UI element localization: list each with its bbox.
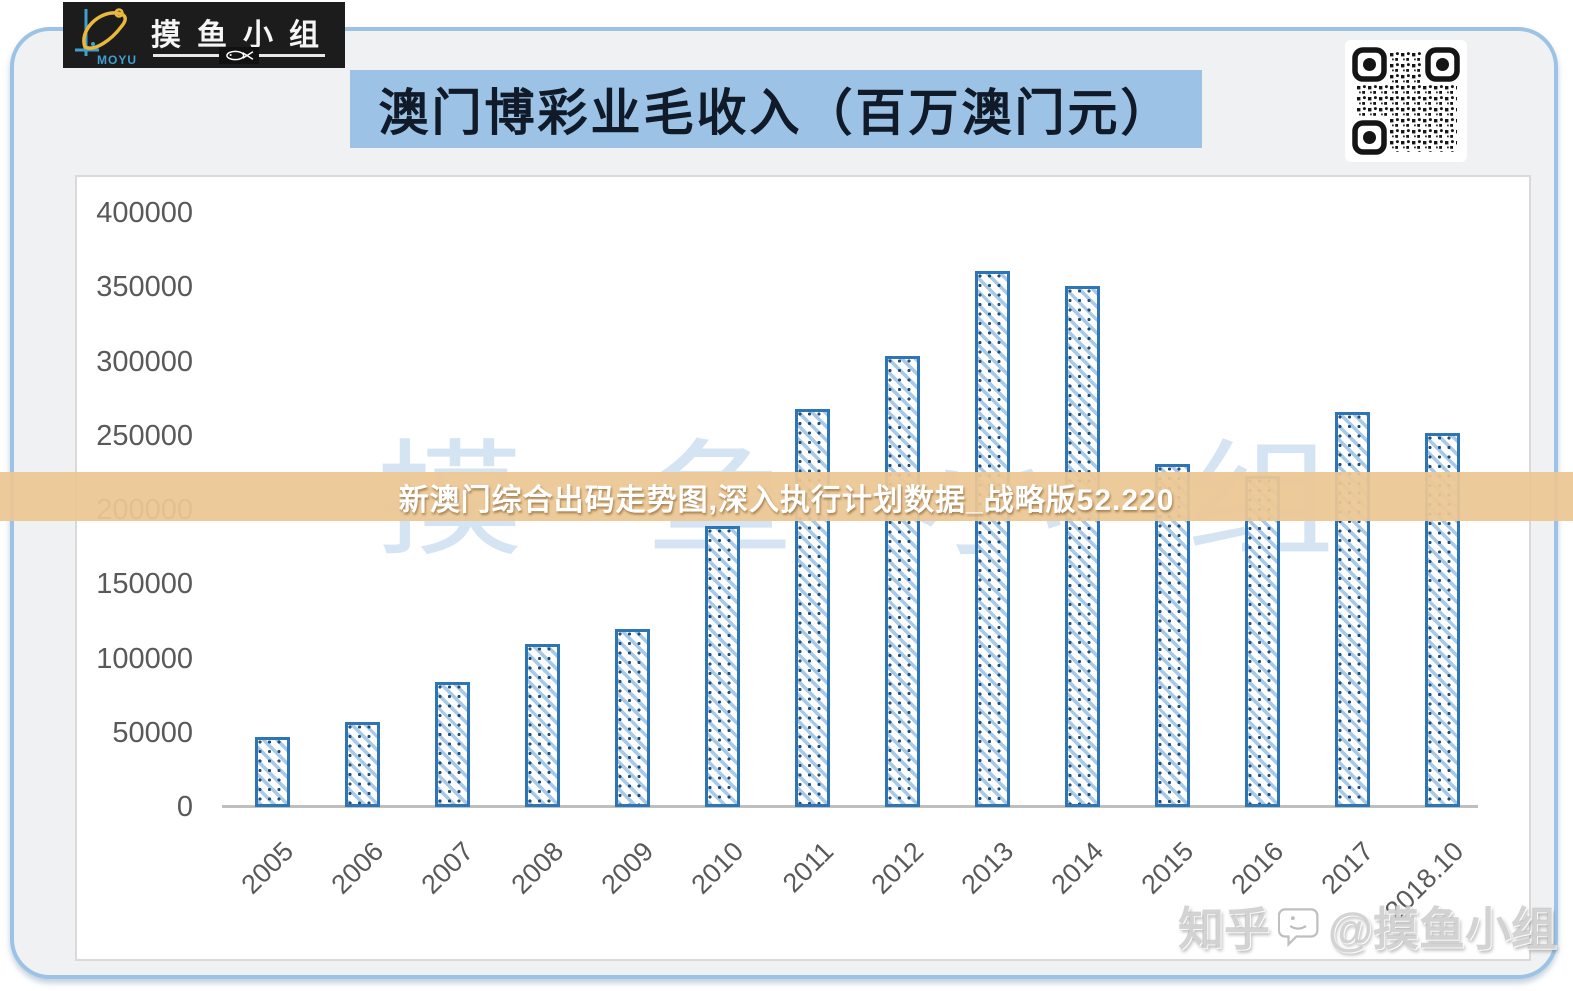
moyu-fish-icon: MOYU [75, 8, 137, 67]
qr-code [1345, 40, 1467, 162]
zhihu-handle: @摸鱼小组 [1328, 903, 1557, 955]
zhihu-prefix: 知乎 [1178, 903, 1270, 955]
svg-text:MOYU: MOYU [97, 53, 137, 67]
page-title: 澳门博彩业毛收入（百万澳门元） [350, 70, 1202, 148]
fish-icon [219, 47, 259, 64]
overlay-text: 新澳门综合出码走势图,深入执行计划数据_战略版52.220 [398, 483, 1175, 517]
brand-logo: MOYU 摸鱼小组 [63, 2, 345, 68]
chart-panel [75, 175, 1531, 961]
zhihu-watermark: 知乎 @摸鱼小组 [1178, 893, 1557, 959]
overlay-banner: 新澳门综合出码走势图,深入执行计划数据_战略版52.220 [0, 472, 1573, 521]
brand-underline [153, 47, 325, 64]
brand-name: 摸鱼小组 [151, 19, 335, 52]
zhihu-bubble-icon [1278, 908, 1319, 947]
